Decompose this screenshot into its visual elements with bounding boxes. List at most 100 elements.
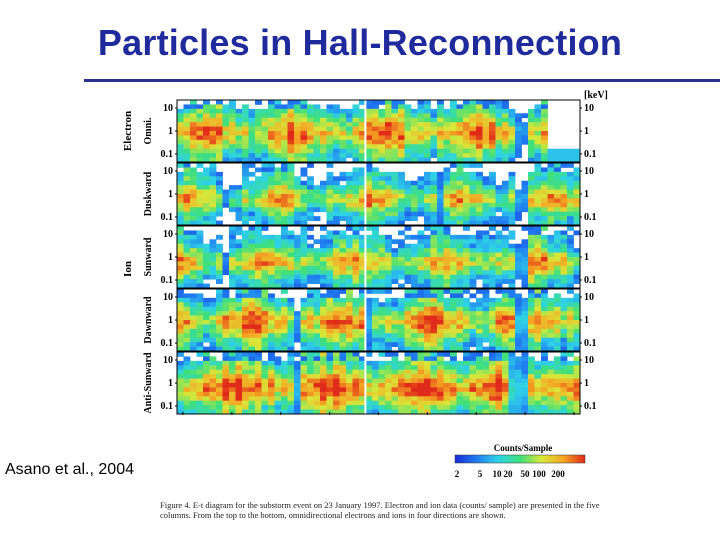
heat-cell [261,139,269,145]
heat-cell [534,346,542,352]
heat-cell [424,100,431,105]
heat-cell [398,202,405,208]
heat-cell [190,400,197,406]
heat-cell [294,257,301,262]
heat-cell [437,243,444,249]
heat-cell [268,400,275,406]
heat-cell [404,104,412,110]
heat-cell [463,342,470,347]
heat-cell [294,194,301,199]
heat-cell [528,365,535,371]
heat-cell [261,163,269,168]
heat-cell [190,346,197,352]
heat-cell [508,211,516,217]
heat-cell [196,131,204,136]
heat-cell [378,220,386,226]
heat-cell [359,283,366,289]
heat-cell [300,311,308,316]
heat-cell [424,135,431,141]
heat-cell [573,383,581,388]
heat-cell [333,400,340,406]
heat-cell [385,202,392,208]
heat-cell [372,189,379,195]
heat-cell [385,289,392,294]
heat-cell [385,265,392,271]
heat-cell [235,378,243,384]
heat-cell [287,207,295,213]
heat-cell [255,311,262,316]
heat-cell [573,194,581,199]
heat-cell [443,346,451,352]
heat-cell [469,352,477,357]
heat-cell [495,352,503,357]
heat-cell [521,239,529,245]
heat-cell [320,139,327,145]
heat-cell [177,248,184,253]
heat-cell [482,328,490,334]
heat-cell [430,396,438,402]
colorbar-tick-label: 2 [455,469,460,479]
heat-cell [437,220,444,226]
heat-cell [534,306,542,312]
heat-cell [229,283,236,289]
heat-cell [417,239,425,245]
heat-cell [209,257,217,262]
heat-cell [528,202,535,208]
heat-cell [333,220,340,226]
heat-cell [346,346,353,352]
heat-cell [391,198,399,204]
heat-cell [268,139,275,145]
heat-cell [255,167,262,173]
heat-cell [300,261,308,267]
heat-cell [196,230,204,236]
heat-cell [281,274,288,280]
heat-cell [534,234,542,240]
heat-cell [190,220,197,226]
heat-cell [222,391,230,397]
heat-cell [508,400,516,406]
heat-cell [534,180,542,186]
heat-cell [255,279,262,284]
heat-cell [300,279,308,284]
heat-cell [411,198,418,204]
heat-cell [235,356,243,362]
heat-cell [508,311,516,316]
heat-cell [443,126,451,132]
heat-cell [534,194,542,199]
heat-cell [307,274,314,280]
figure-caption: Figure 4. E-t diagram for the substorm e… [160,500,600,520]
heat-cell [391,311,399,316]
heat-cell [333,117,340,123]
heat-cell [560,369,568,375]
heat-cell [450,139,457,145]
heat-cell [242,360,249,366]
heat-cell [339,324,347,330]
heat-cell [437,369,444,375]
heat-cell [209,220,217,226]
heat-cell [495,328,503,334]
heat-cell [489,365,496,371]
heat-cell [203,302,210,308]
heat-cell [424,409,431,415]
heat-cell [222,293,230,299]
heat-cell [398,346,405,352]
heat-cell [450,220,457,226]
heat-cell [339,342,347,347]
heat-cell [248,243,256,249]
heat-cell [242,126,249,132]
heat-cell [469,365,477,371]
heat-cell [346,148,353,154]
heat-cell [463,216,470,221]
heat-cell [372,194,379,199]
heat-cell [528,374,535,379]
heat-cell [391,252,399,258]
heat-cell [541,202,548,208]
heat-cell [190,248,197,253]
heat-cell [326,207,334,213]
heat-cell [469,211,477,217]
heat-cell [287,365,295,371]
heat-cell [391,153,399,158]
heat-cell [365,333,373,339]
heat-cell [489,400,496,406]
heat-cell [567,207,574,213]
